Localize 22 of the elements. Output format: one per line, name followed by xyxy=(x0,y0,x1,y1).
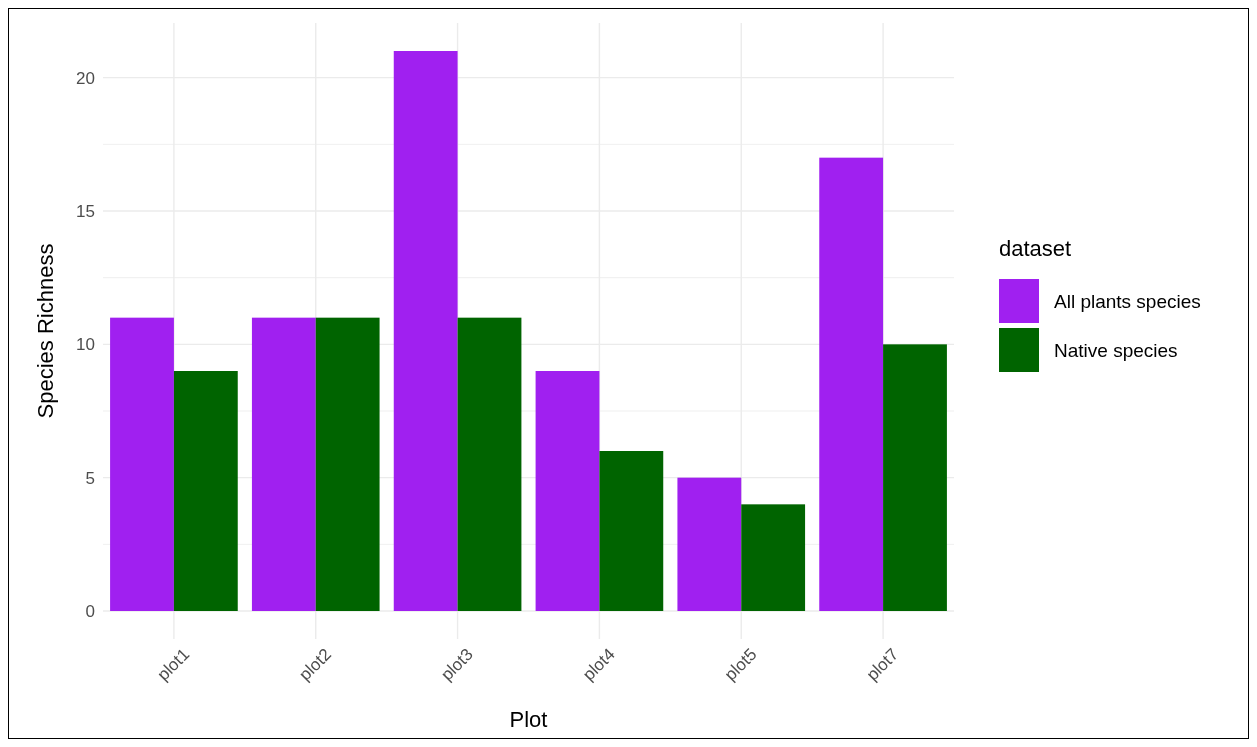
y-axis-title: Species Richness xyxy=(33,243,58,419)
bar xyxy=(173,371,238,611)
legend-title: dataset xyxy=(999,236,1072,261)
bar xyxy=(819,157,884,611)
bar xyxy=(741,504,806,611)
bar xyxy=(599,451,664,611)
bar xyxy=(457,317,522,611)
bar xyxy=(677,477,742,611)
bar xyxy=(883,344,947,611)
legend-label: All plants species xyxy=(1054,290,1201,312)
y-tick-label: 15 xyxy=(76,201,95,221)
y-tick-label: 10 xyxy=(76,335,95,355)
bar xyxy=(251,317,316,611)
bar xyxy=(393,51,458,611)
y-tick-label: 5 xyxy=(85,468,95,488)
bar xyxy=(315,317,380,611)
bar xyxy=(535,371,600,611)
bar xyxy=(110,317,174,611)
x-axis-title: Plot xyxy=(509,707,548,732)
y-tick-label: 0 xyxy=(85,601,95,621)
legend-label: Native species xyxy=(1054,339,1178,361)
y-tick-label: 20 xyxy=(76,68,95,88)
